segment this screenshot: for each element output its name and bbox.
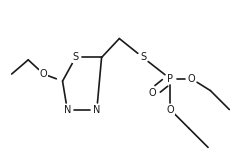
Text: S: S bbox=[73, 52, 79, 62]
Text: O: O bbox=[40, 69, 47, 79]
Text: O: O bbox=[188, 74, 195, 84]
Text: S: S bbox=[140, 52, 146, 62]
Text: P: P bbox=[167, 74, 173, 84]
Text: O: O bbox=[166, 105, 174, 115]
Text: N: N bbox=[64, 105, 71, 115]
Text: O: O bbox=[149, 88, 156, 98]
Text: N: N bbox=[93, 105, 100, 115]
